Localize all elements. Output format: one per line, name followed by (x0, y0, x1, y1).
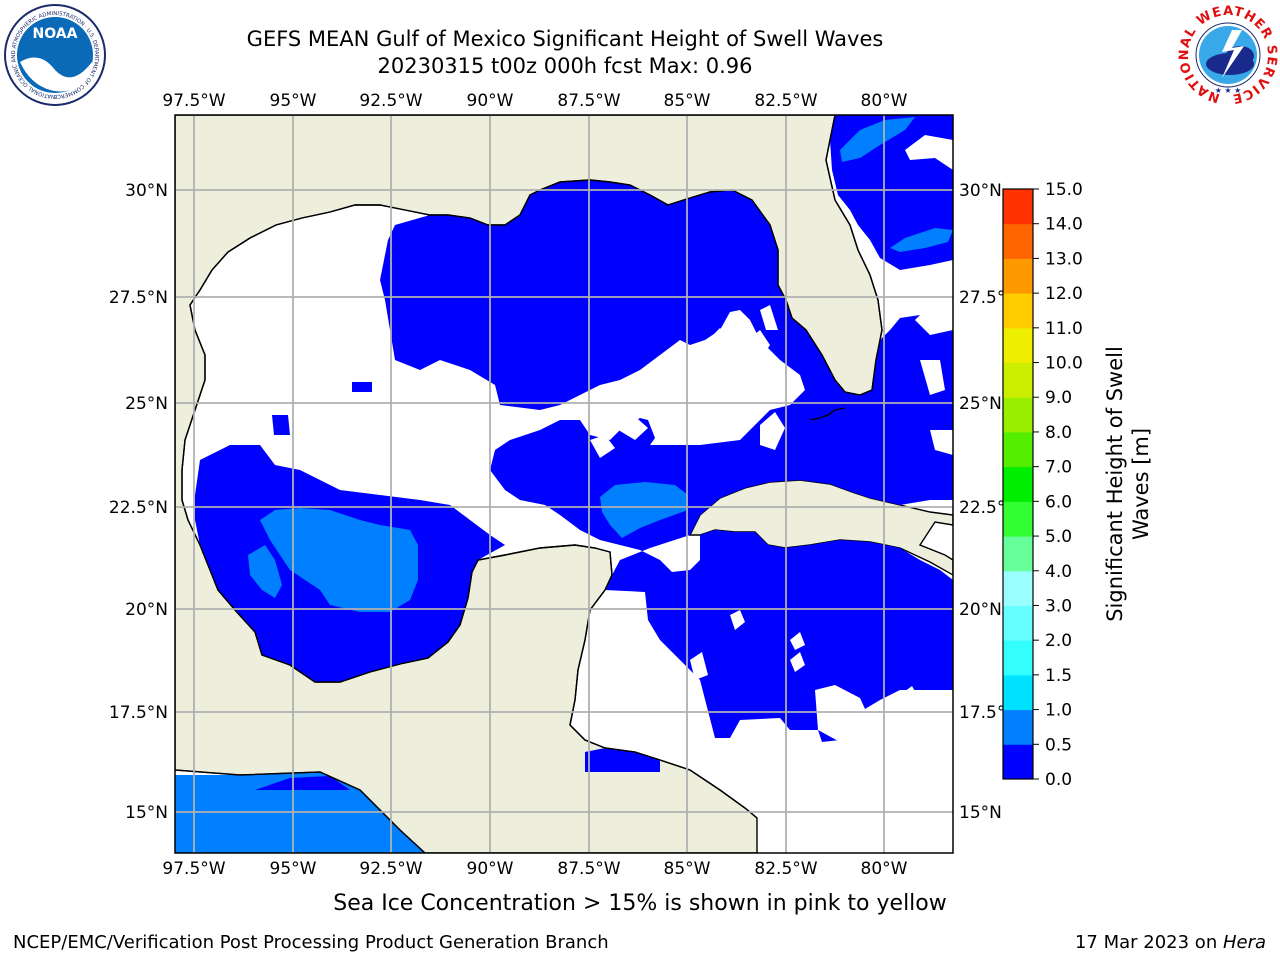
lat-label: 27.5°N (109, 288, 168, 308)
colorbar-tick-label: 1.0 (1045, 701, 1072, 721)
lat-label: 30°N (125, 181, 168, 201)
colorbar-tick-label: 10.0 (1045, 354, 1083, 374)
colorbar-segment (1003, 362, 1033, 398)
colorbar-segment (1003, 674, 1033, 711)
colorbar-tick-label: 1.5 (1045, 666, 1072, 686)
colorbar-segment (1003, 258, 1033, 294)
colorbar-tick-label: 0.5 (1045, 735, 1072, 755)
chart-title: GEFS MEAN Gulf of Mexico Significant Hei… (246, 27, 884, 51)
colorbar-tick-label: 13.0 (1045, 249, 1083, 269)
noaa-logo: NOAA NATIONAL OCEANIC AND ATMOSPHERIC AD… (4, 4, 106, 106)
colorbar-tick-label: 8.0 (1045, 423, 1072, 443)
lat-label: 15°N (959, 803, 1002, 823)
producer-text: NCEP/EMC/Verification Post Processing Pr… (13, 932, 609, 953)
lat-label: 30°N (959, 181, 1002, 201)
map-frame (174, 114, 954, 854)
colorbar-tick-label: 2.0 (1045, 631, 1072, 651)
colorbar-segment (1003, 327, 1033, 364)
lon-label: 92.5°W (359, 91, 422, 111)
colorbar-segment (1003, 640, 1033, 676)
colorbar-label-line2: Waves [m] (1129, 428, 1153, 540)
colorbar-segment (1003, 709, 1033, 745)
lon-label: 80°W (861, 859, 908, 879)
lon-labels-bottom: 97.5°W 95°W 92.5°W 90°W 87.5°W 85°W 82.5… (162, 859, 907, 879)
lat-label: 20°N (125, 600, 168, 620)
run-date: 17 Mar 2023 on Hera (1075, 932, 1266, 953)
lon-label: 87.5°W (557, 859, 620, 879)
lon-label: 85°W (664, 859, 711, 879)
lon-label: 87.5°W (557, 91, 620, 111)
colorbar-ticks: 0.0 0.5 1.0 1.5 2.0 3.0 4.0 5.0 6.0 7.0 8.0 9.0 10.0… (1033, 180, 1083, 790)
lon-label: 80°W (861, 91, 908, 111)
lon-label: 90°W (467, 91, 514, 111)
colorbar-tick-label: 15.0 (1045, 180, 1083, 200)
lat-labels-left: 30°N 27.5°N 25°N 22.5°N 20°N 17.5°N 15°N (109, 181, 168, 823)
colorbar (1003, 189, 1033, 780)
colorbar-segment (1003, 293, 1033, 329)
colorbar-segment (1003, 570, 1033, 606)
colorbar-segment (1003, 431, 1033, 468)
lon-label: 85°W (664, 91, 711, 111)
lat-label: 15°N (125, 803, 168, 823)
machine-name: Hera (1222, 932, 1266, 953)
lat-label: 25°N (959, 394, 1002, 414)
lon-label: 82.5°W (754, 91, 817, 111)
lon-label: 97.5°W (162, 91, 225, 111)
colorbar-segment (1003, 189, 1033, 225)
colorbar-frame (1002, 188, 1034, 780)
colorbar-tick-label: 6.0 (1045, 492, 1072, 512)
chart-subtitle: 20230315 t00z 000h fcst Max: 0.96 (377, 54, 753, 78)
lon-label: 97.5°W (162, 859, 225, 879)
lat-label: 22.5°N (109, 498, 168, 518)
colorbar-label: Significant Height of Swell Waves [m] (1103, 346, 1153, 622)
lon-label: 92.5°W (359, 859, 422, 879)
lat-label: 20°N (959, 600, 1002, 620)
swell-mid-fill (248, 117, 953, 612)
colorbar-segment (1003, 466, 1033, 502)
colorbar-segment (1003, 501, 1033, 537)
lon-label: 95°W (270, 859, 317, 879)
colorbar-segment (1003, 397, 1033, 433)
colorbar-tick-label: 12.0 (1045, 284, 1083, 304)
colorbar-tick-label: 14.0 (1045, 215, 1083, 235)
run-date-text: 17 Mar 2023 on (1074, 932, 1223, 953)
lon-label: 95°W (270, 91, 317, 111)
colorbar-segment (1003, 744, 1033, 780)
lat-label: 25°N (125, 394, 168, 414)
colorbar-tick-label: 11.0 (1045, 319, 1083, 339)
colorbar-tick-label: 0.0 (1045, 770, 1072, 790)
colorbar-tick-label: 9.0 (1045, 388, 1072, 408)
svg-text:★ ★ ★: ★ ★ ★ (1215, 86, 1242, 95)
colorbar-segment (1003, 536, 1033, 572)
colorbar-tick-label: 3.0 (1045, 596, 1072, 616)
lon-label: 90°W (467, 859, 514, 879)
lat-label: 17.5°N (109, 703, 168, 723)
lon-label: 82.5°W (754, 859, 817, 879)
colorbar-tick-label: 7.0 (1045, 458, 1072, 478)
lon-labels-top: 97.5°W 95°W 92.5°W 90°W 87.5°W 85°W 82.5… (162, 91, 907, 111)
map-gridlines (175, 115, 953, 853)
sea-ice-note: Sea Ice Concentration > 15% is shown in … (333, 891, 947, 916)
colorbar-segment (1003, 223, 1033, 259)
noaa-logo-text: NOAA (33, 26, 78, 42)
national-weather-service-logo: NATIONAL WEATHER SERVICE ★ ★ ★ (1177, 4, 1278, 106)
colorbar-label-line1: Significant Height of Swell (1103, 346, 1127, 622)
colorbar-tick-label: 5.0 (1045, 527, 1072, 547)
colorbar-tick-label: 4.0 (1045, 562, 1072, 582)
colorbar-segment (1003, 605, 1033, 641)
